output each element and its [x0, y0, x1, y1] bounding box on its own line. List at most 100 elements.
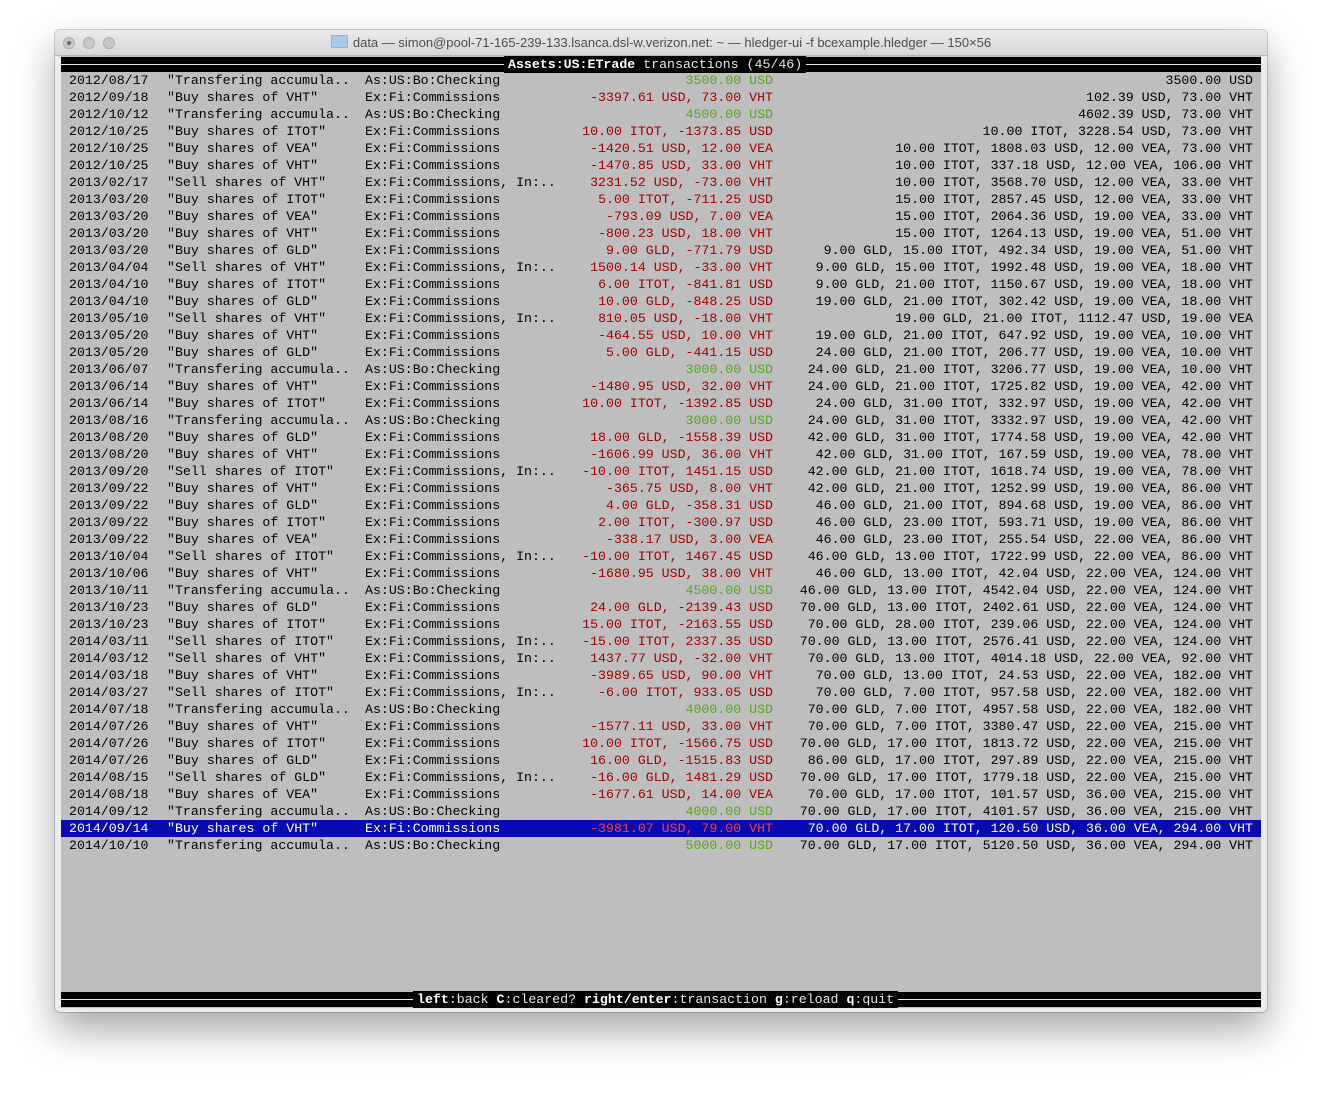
- balance-cell: 70.00 GLD, 17.00 ITOT, 5120.50 USD, 36.0…: [799, 838, 1253, 853]
- date-cell: 2014/03/27: [69, 685, 149, 700]
- amount-cell: 4.00 GLD, -358.31 USD: [606, 498, 773, 513]
- transaction-row[interactable]: 2013/09/22 "Buy shares of VEA" Ex:Fi:Commi…: [61, 531, 1261, 548]
- transaction-row[interactable]: 2013/03/20 "Buy shares of GLD" Ex:Fi:Commi…: [61, 242, 1261, 259]
- description-cell: "Buy shares of VHT": [167, 821, 319, 836]
- transaction-row[interactable]: 2014/08/18 "Buy shares of VEA" Ex:Fi:Commi…: [61, 786, 1261, 803]
- transaction-row[interactable]: 2013/09/22 "Buy shares of ITOT" Ex:Fi:Comm…: [61, 514, 1261, 531]
- account-cell: Ex:Fi:Commissions: [365, 736, 501, 751]
- transaction-row[interactable]: 2013/05/20 "Buy shares of GLD" Ex:Fi:Commi…: [61, 344, 1261, 361]
- account-cell: Ex:Fi:Commissions, In:..: [365, 260, 556, 275]
- date-cell: 2014/08/15: [69, 770, 149, 785]
- balance-cell: 24.00 GLD, 31.00 ITOT, 332.97 USD, 19.00…: [815, 396, 1253, 411]
- transaction-row[interactable]: 2014/03/12 "Sell shares of VHT" Ex:Fi:Comm…: [61, 650, 1261, 667]
- balance-cell: 10.00 ITOT, 337.18 USD, 12.00 VEA, 106.0…: [895, 158, 1253, 173]
- transaction-row[interactable]: 2012/10/25 "Buy shares of VHT" Ex:Fi:Commi…: [61, 157, 1261, 174]
- folder-icon: [330, 35, 348, 48]
- transaction-row[interactable]: 2013/06/07 "Transfering accumula.. As:US:B…: [61, 361, 1261, 378]
- transaction-row[interactable]: 2013/06/14 "Buy shares of ITOT" Ex:Fi:Comm…: [61, 395, 1261, 412]
- amount-cell: -365.75 USD, 8.00 VHT: [606, 481, 773, 496]
- transaction-row[interactable]: 2013/10/04 "Sell shares of ITOT" Ex:Fi:Com…: [61, 548, 1261, 565]
- transaction-row[interactable]: 2014/07/18 "Transfering accumula.. As:US:B…: [61, 701, 1261, 718]
- date-cell: 2013/03/20: [69, 226, 149, 241]
- date-cell: 2013/05/20: [69, 328, 149, 343]
- date-cell: 2013/08/20: [69, 430, 149, 445]
- description-cell: "Buy shares of VHT": [167, 481, 319, 496]
- terminal-screen[interactable]: Assets:US:ETrade transactions (45/46) 20…: [61, 56, 1261, 1008]
- account-cell: Ex:Fi:Commissions: [365, 124, 501, 139]
- account-cell: Ex:Fi:Commissions, In:..: [365, 464, 556, 479]
- date-cell: 2013/10/04: [69, 549, 149, 564]
- close-button[interactable]: [63, 37, 75, 49]
- transaction-row[interactable]: 2013/04/10 "Buy shares of GLD" Ex:Fi:Commi…: [61, 293, 1261, 310]
- transaction-row[interactable]: 2013/10/06 "Buy shares of VHT" Ex:Fi:Commi…: [61, 565, 1261, 582]
- transaction-row[interactable]: 2014/09/12 "Transfering accumula.. As:US:B…: [61, 803, 1261, 820]
- amount-cell: -3981.07 USD, 79.00 VHT: [590, 821, 773, 836]
- description-cell: "Transfering accumula..: [167, 73, 350, 88]
- amount-cell: -10.00 ITOT, 1451.15 USD: [582, 464, 773, 479]
- description-cell: "Buy shares of GLD": [167, 600, 319, 615]
- transaction-row[interactable]: 2014/07/26 "Buy shares of ITOT" Ex:Fi:Comm…: [61, 735, 1261, 752]
- account-cell: As:US:Bo:Checking: [365, 804, 501, 819]
- amount-cell: 810.05 USD, -18.00 VHT: [598, 311, 773, 326]
- date-cell: 2014/10/10: [69, 838, 149, 853]
- account-cell: Ex:Fi:Commissions: [365, 209, 501, 224]
- transaction-row[interactable]: 2013/02/17 "Sell shares of VHT" Ex:Fi:Comm…: [61, 174, 1261, 191]
- transaction-row-selected[interactable]: 2014/09/14 "Buy shares of VHT" Ex:Fi:Commi…: [61, 820, 1261, 837]
- date-cell: 2013/04/10: [69, 294, 149, 309]
- transaction-row[interactable]: 2014/03/27 "Sell shares of ITOT" Ex:Fi:Com…: [61, 684, 1261, 701]
- account-cell: Ex:Fi:Commissions: [365, 498, 501, 513]
- date-cell: 2014/09/14: [69, 821, 149, 836]
- date-cell: 2013/06/07: [69, 362, 149, 377]
- transaction-row[interactable]: 2013/04/10 "Buy shares of ITOT" Ex:Fi:Comm…: [61, 276, 1261, 293]
- transaction-row[interactable]: 2014/03/11 "Sell shares of ITOT" Ex:Fi:Com…: [61, 633, 1261, 650]
- transaction-row[interactable]: 2014/08/15 "Sell shares of GLD" Ex:Fi:Comm…: [61, 769, 1261, 786]
- zoom-button[interactable]: [103, 37, 115, 49]
- transaction-row[interactable]: 2013/09/22 "Buy shares of VHT" Ex:Fi:Commi…: [61, 480, 1261, 497]
- date-cell: 2013/02/17: [69, 175, 149, 190]
- transaction-row[interactable]: 2013/05/10 "Sell shares of VHT" Ex:Fi:Comm…: [61, 310, 1261, 327]
- account-cell: As:US:Bo:Checking: [365, 702, 501, 717]
- transaction-row[interactable]: 2013/10/23 "Buy shares of ITOT" Ex:Fi:Comm…: [61, 616, 1261, 633]
- transaction-row[interactable]: 2013/10/11 "Transfering accumula.. As:US:B…: [61, 582, 1261, 599]
- date-cell: 2013/06/14: [69, 396, 149, 411]
- balance-cell: 102.39 USD, 73.00 VHT: [1086, 90, 1253, 105]
- transaction-row[interactable]: 2013/08/20 "Buy shares of GLD" Ex:Fi:Commi…: [61, 429, 1261, 446]
- account-cell: Ex:Fi:Commissions: [365, 787, 501, 802]
- transaction-row[interactable]: 2014/07/26 "Buy shares of VHT" Ex:Fi:Commi…: [61, 718, 1261, 735]
- transaction-row[interactable]: 2013/08/16 "Transfering accumula.. As:US:B…: [61, 412, 1261, 429]
- transaction-row[interactable]: 2013/03/20 "Buy shares of VEA" Ex:Fi:Commi…: [61, 208, 1261, 225]
- transaction-row[interactable]: 2012/10/25 "Buy shares of VEA" Ex:Fi:Commi…: [61, 140, 1261, 157]
- transaction-row[interactable]: 2013/09/20 "Sell shares of ITOT" Ex:Fi:Com…: [61, 463, 1261, 480]
- date-cell: 2014/07/26: [69, 719, 149, 734]
- transaction-row[interactable]: 2013/10/23 "Buy shares of GLD" Ex:Fi:Commi…: [61, 599, 1261, 616]
- transaction-row[interactable]: 2012/08/17 "Transfering accumula.. As:US:B…: [61, 72, 1261, 89]
- date-cell: 2013/04/04: [69, 260, 149, 275]
- transaction-row[interactable]: 2012/09/18 "Buy shares of VHT" Ex:Fi:Commi…: [61, 89, 1261, 106]
- account-cell: Ex:Fi:Commissions: [365, 821, 501, 836]
- transaction-row[interactable]: 2013/05/20 "Buy shares of VHT" Ex:Fi:Commi…: [61, 327, 1261, 344]
- description-cell: "Buy shares of ITOT": [167, 515, 327, 530]
- account-cell: As:US:Bo:Checking: [365, 838, 501, 853]
- date-cell: 2014/07/26: [69, 753, 149, 768]
- minimize-button[interactable]: [83, 37, 95, 49]
- date-cell: 2013/10/06: [69, 566, 149, 581]
- date-cell: 2012/08/17: [69, 73, 149, 88]
- transaction-row[interactable]: 2014/10/10 "Transfering accumula.. As:US:B…: [61, 837, 1261, 854]
- transaction-row[interactable]: 2013/03/20 "Buy shares of VHT" Ex:Fi:Commi…: [61, 225, 1261, 242]
- transaction-row[interactable]: 2013/03/20 "Buy shares of ITOT" Ex:Fi:Comm…: [61, 191, 1261, 208]
- account-cell: Ex:Fi:Commissions: [365, 566, 501, 581]
- transaction-row[interactable]: 2012/10/12 "Transfering accumula.. As:US:B…: [61, 106, 1261, 123]
- account-cell: As:US:Bo:Checking: [365, 413, 501, 428]
- description-cell: "Buy shares of GLD": [167, 243, 319, 258]
- transaction-row[interactable]: 2014/07/26 "Buy shares of GLD" Ex:Fi:Commi…: [61, 752, 1261, 769]
- date-cell: 2013/06/14: [69, 379, 149, 394]
- transaction-row[interactable]: 2013/09/22 "Buy shares of GLD" Ex:Fi:Commi…: [61, 497, 1261, 514]
- balance-cell: 70.00 GLD, 7.00 ITOT, 3380.47 USD, 22.00…: [807, 719, 1253, 734]
- transaction-row[interactable]: 2013/06/14 "Buy shares of VHT" Ex:Fi:Commi…: [61, 378, 1261, 395]
- transaction-list[interactable]: 2012/08/17 "Transfering accumula.. As:US:B…: [61, 72, 1261, 854]
- date-cell: 2014/03/11: [69, 634, 149, 649]
- transaction-row[interactable]: 2013/08/20 "Buy shares of VHT" Ex:Fi:Commi…: [61, 446, 1261, 463]
- transaction-row[interactable]: 2013/04/04 "Sell shares of VHT" Ex:Fi:Comm…: [61, 259, 1261, 276]
- transaction-row[interactable]: 2014/03/18 "Buy shares of VHT" Ex:Fi:Commi…: [61, 667, 1261, 684]
- transaction-row[interactable]: 2012/10/25 "Buy shares of ITOT" Ex:Fi:Comm…: [61, 123, 1261, 140]
